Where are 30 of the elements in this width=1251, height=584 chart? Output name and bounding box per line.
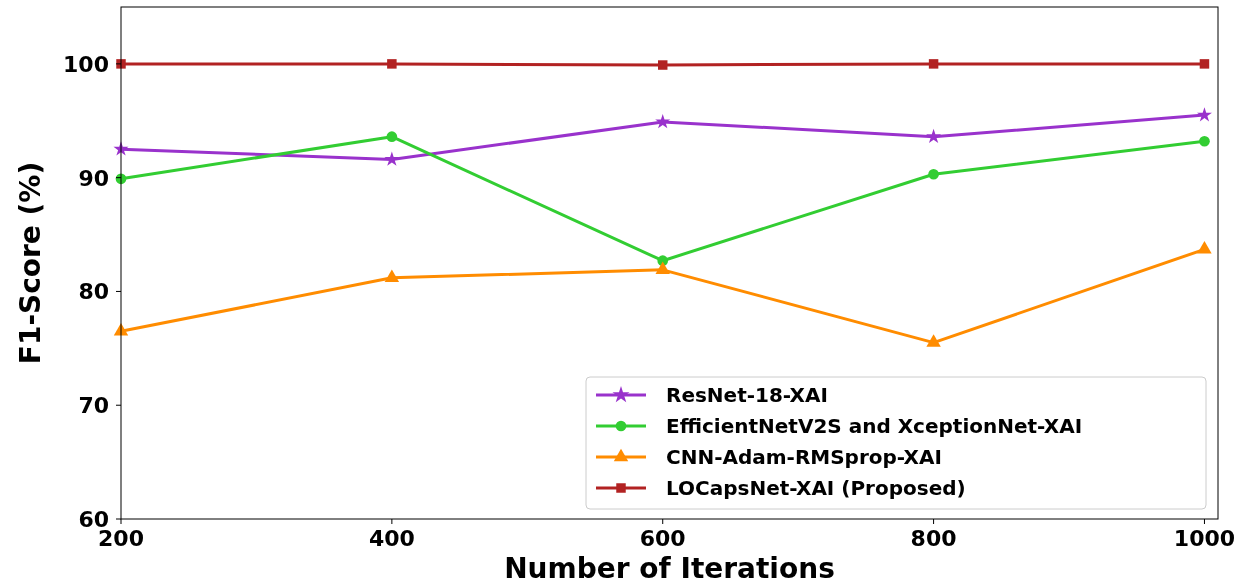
point: [1199, 59, 1210, 69]
point: [1196, 107, 1212, 122]
point: [926, 334, 941, 347]
y-tick-label: 90: [78, 165, 109, 191]
point: [657, 60, 668, 70]
legend-label: ResNet-18-XAI: [666, 383, 828, 407]
point: [928, 168, 939, 180]
legend-label: CNN-Adam-RMSprop-XAI: [666, 445, 942, 469]
x-tick-label: 1000: [1173, 526, 1236, 551]
point: [655, 114, 671, 129]
x-tick-label: 600: [639, 526, 686, 551]
x-tick-label: 800: [910, 526, 957, 551]
y-tick-label: 100: [63, 51, 109, 77]
point: [384, 151, 400, 166]
x-tick-label: 400: [368, 526, 415, 551]
y-tick-label: 80: [78, 279, 109, 305]
point: [1199, 135, 1210, 147]
legend-label: LOCapsNet-XAI (Proposed): [666, 476, 966, 500]
y-tick-label: 70: [78, 393, 109, 419]
point: [384, 269, 400, 282]
y-axis-title: F1-Score (%): [14, 161, 47, 365]
point: [928, 59, 939, 69]
legend-label: EfficientNetV2S and XceptionNet-XAI: [666, 414, 1083, 438]
point: [1197, 241, 1212, 254]
point: [387, 59, 397, 69]
point: [386, 131, 398, 143]
x-axis-title: Number of Iterations: [504, 552, 835, 584]
x-tick-label: 200: [98, 526, 144, 551]
point: [926, 128, 942, 144]
point: [655, 261, 670, 274]
